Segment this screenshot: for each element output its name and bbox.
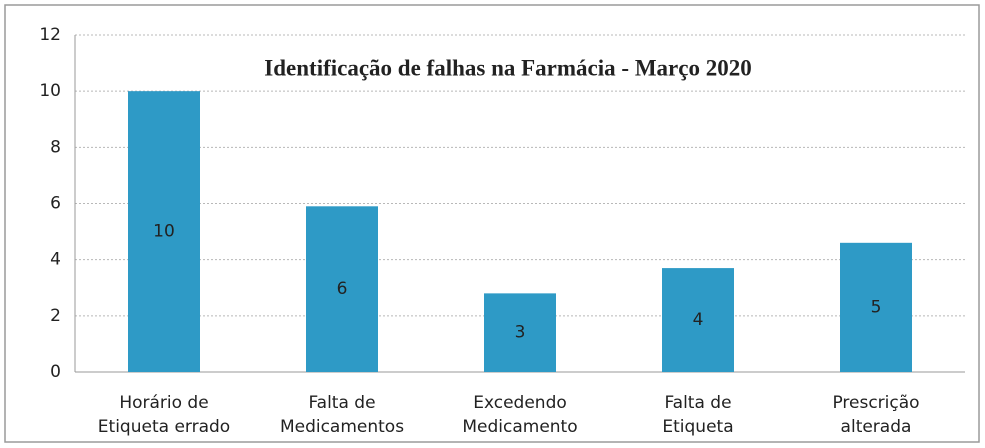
value-label: 3 (515, 323, 526, 343)
value-label: 10 (153, 222, 175, 242)
x-tick-label: alterada (841, 417, 912, 437)
bar (484, 293, 556, 372)
x-tick-label: Etiqueta (662, 417, 733, 437)
y-tick-label: 8 (50, 137, 61, 157)
bar (128, 91, 200, 373)
y-tick-label: 4 (50, 250, 61, 270)
y-tick-label: 2 (50, 306, 61, 326)
y-tick-label: 6 (50, 194, 61, 214)
x-tick-label: Medicamentos (280, 417, 404, 437)
y-tick-label: 12 (39, 25, 61, 45)
x-tick-label: Etiqueta errado (98, 417, 230, 437)
x-tick-label: Falta de (664, 393, 731, 413)
y-tick-label: 10 (39, 81, 61, 101)
chart-title: Identificação de falhas na Farmácia - Ma… (264, 55, 751, 80)
bar (662, 268, 734, 372)
x-tick-label: Excedendo (473, 393, 567, 413)
bar (840, 242, 912, 372)
y-tick-label: 0 (50, 362, 61, 382)
bar (306, 206, 378, 372)
x-tick-label: Falta de (308, 393, 375, 413)
x-tick-label: Prescrição (832, 393, 919, 413)
value-label: 5 (871, 297, 882, 317)
x-tick-label: Medicamento (462, 417, 577, 437)
value-label: 4 (693, 310, 704, 330)
x-tick-label: Horário de (119, 393, 208, 413)
value-label: 6 (337, 279, 348, 299)
